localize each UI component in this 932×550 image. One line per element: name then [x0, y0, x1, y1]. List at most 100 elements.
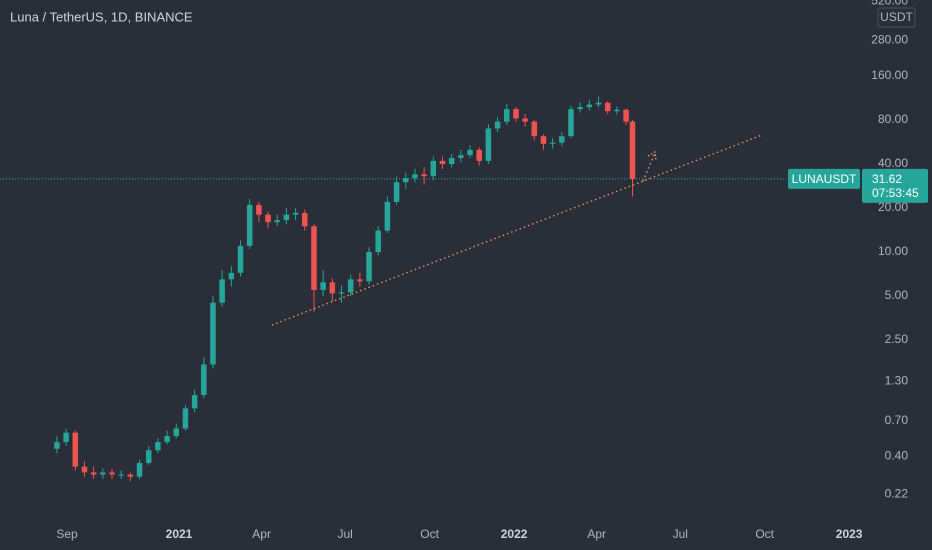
price-tag: [862, 168, 928, 203]
candle-body: [366, 251, 372, 282]
x-tick-label: 2021: [166, 527, 193, 541]
candle-body: [311, 226, 317, 290]
candle-body: [54, 442, 60, 449]
currency-box: [877, 7, 916, 28]
x-tick-label: Apr: [252, 527, 271, 541]
candle-body: [522, 118, 528, 122]
candle-body: [467, 149, 473, 156]
candle-body: [283, 214, 290, 221]
y-tick-label: 5.00: [885, 288, 909, 302]
candle-body: [302, 212, 308, 227]
candle-body: [136, 462, 143, 477]
symbol-label: LUNAUSDT: [792, 172, 857, 186]
candle-body: [448, 157, 455, 164]
candle-body: [320, 282, 326, 290]
candle-body: [439, 160, 446, 164]
currency-label: USDT: [880, 10, 913, 24]
y-tick-label: 160.00: [871, 68, 908, 82]
y-tick-label: 520.00: [871, 0, 908, 7]
y-tick-label: 2.50: [885, 332, 909, 346]
candle-body: [145, 450, 152, 463]
candle-body: [458, 155, 464, 158]
x-tick-label: Apr: [587, 527, 606, 541]
candle-body: [219, 279, 225, 303]
candle-body: [347, 279, 354, 293]
y-tick-label: 0.70: [885, 413, 909, 427]
candle-body: [81, 466, 88, 473]
y-tick-label: 80.00: [878, 112, 908, 126]
candle-body: [393, 182, 400, 202]
y-tick-label: 0.22: [885, 486, 909, 500]
candle-body: [384, 201, 391, 231]
chart-title: Luna / TetherUS, 1D, BINANCE: [10, 9, 193, 24]
countdown-label: 07:53:45: [872, 186, 919, 200]
candle-body: [540, 136, 547, 144]
candle-body: [274, 220, 280, 223]
candle-body: [513, 109, 519, 119]
x-tick-label: Oct: [755, 527, 774, 541]
candle-body: [118, 474, 124, 476]
candle-body: [127, 474, 134, 477]
candle-body: [357, 279, 363, 282]
candle-body: [403, 178, 409, 183]
plot-area: [54, 96, 636, 482]
candle-body: [559, 136, 565, 143]
arrow-line: [642, 152, 656, 182]
x-tick-label: Jul: [673, 527, 688, 541]
candle-body: [256, 204, 262, 215]
symbol-tag: [788, 168, 860, 189]
x-tick-label: 2022: [501, 527, 528, 541]
candle-body: [246, 204, 253, 246]
y-tick-label: 20.00: [878, 200, 908, 214]
y-tick-label: 280.00: [871, 33, 908, 47]
candle-body: [292, 212, 299, 215]
candle-body: [430, 160, 437, 177]
candle-body: [155, 442, 161, 451]
candle-body: [109, 472, 115, 475]
candle-body: [375, 230, 381, 252]
candle-body: [338, 292, 345, 294]
candle-body: [90, 472, 97, 475]
candle-body: [210, 302, 216, 365]
candle-body: [577, 107, 583, 110]
candle-body: [72, 432, 79, 467]
candle-body: [595, 102, 602, 105]
y-tick-label: 1.30: [885, 374, 909, 388]
candle-body: [586, 104, 593, 108]
candle-body: [201, 364, 207, 396]
candle-body: [237, 245, 244, 273]
y-tick-label: 0.40: [885, 448, 909, 462]
y-tick-label: 10.00: [878, 244, 908, 258]
arrow-head: [647, 150, 657, 161]
candle-body: [604, 102, 611, 112]
candle-body: [173, 428, 180, 437]
candle-body: [614, 109, 620, 112]
candle-body: [164, 436, 170, 443]
candle-body: [182, 408, 189, 429]
candle-body: [191, 395, 198, 409]
candle-body: [549, 142, 556, 144]
candle-body: [568, 109, 574, 137]
candle-body: [531, 121, 538, 137]
candle-body: [476, 149, 482, 161]
x-tick-label: 2023: [836, 527, 863, 541]
candle-body: [421, 174, 427, 177]
candle-body: [228, 272, 235, 280]
candle-body: [265, 214, 271, 223]
trend-line: [271, 134, 763, 326]
candle-body: [63, 432, 69, 443]
x-tick-label: Sep: [56, 527, 78, 541]
y-tick-label: 40.00: [878, 156, 908, 170]
candle-body: [629, 121, 636, 179]
candle-body: [623, 109, 629, 122]
x-tick-label: Oct: [420, 527, 439, 541]
candle-body: [494, 121, 501, 129]
candle-body: [485, 128, 492, 161]
candle-body: [100, 472, 106, 475]
candle-body: [503, 109, 510, 122]
x-tick-label: Jul: [337, 527, 352, 541]
candle-body: [329, 282, 336, 294]
